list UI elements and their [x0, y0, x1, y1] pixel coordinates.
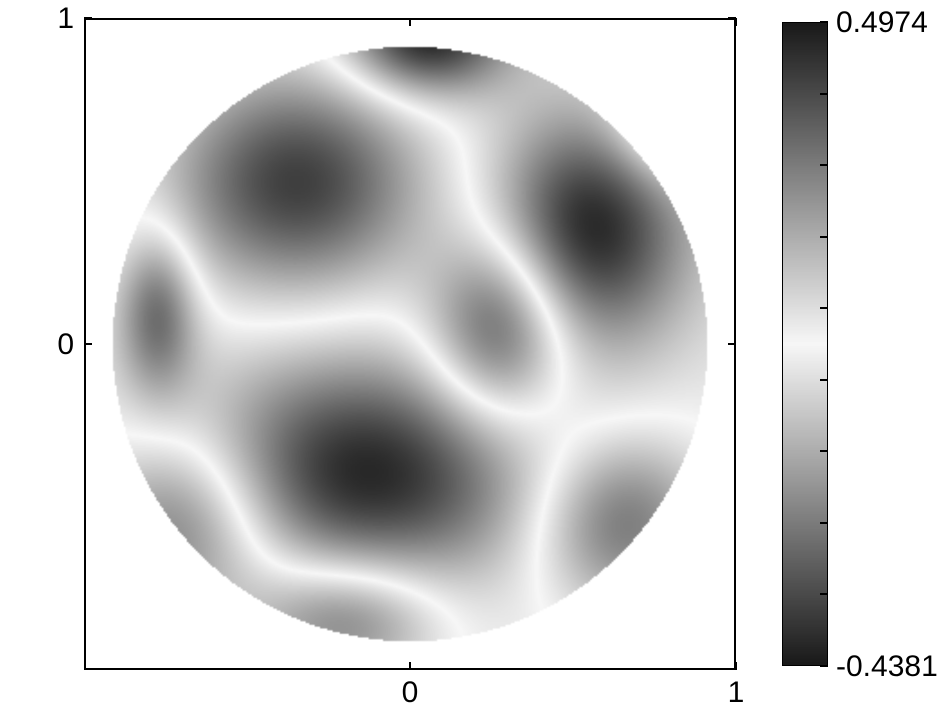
colorbar-tick	[820, 236, 828, 238]
colorbar-tick	[820, 307, 828, 309]
ytick-label: 0	[14, 328, 74, 362]
ytick	[84, 343, 92, 345]
ytick-right	[728, 17, 736, 19]
figure: 0.4974 -0.4381 0 1 0 1	[0, 0, 944, 718]
xtick-label: 1	[696, 676, 776, 710]
plot-axes	[84, 18, 736, 670]
heatmap-canvas	[86, 20, 734, 668]
xtick-label: 0	[370, 676, 450, 710]
colorbar	[782, 22, 828, 666]
xtick	[409, 662, 411, 670]
colorbar-tick	[820, 164, 828, 166]
colorbar-min-label: -0.4381	[836, 650, 938, 684]
colorbar-max-label: 0.4974	[836, 6, 928, 40]
xtick-top	[409, 18, 411, 26]
colorbar-tick	[820, 522, 828, 524]
colorbar-tick	[820, 21, 828, 23]
colorbar-tick	[820, 593, 828, 595]
ytick-label: 1	[14, 2, 74, 36]
colorbar-tick	[820, 93, 828, 95]
ytick	[84, 17, 92, 19]
colorbar-tick	[820, 665, 828, 667]
colorbar-canvas	[783, 23, 827, 665]
colorbar-tick	[820, 379, 828, 381]
xtick	[735, 662, 737, 670]
xtick-top	[735, 18, 737, 26]
ytick-right	[728, 343, 736, 345]
colorbar-tick	[820, 450, 828, 452]
